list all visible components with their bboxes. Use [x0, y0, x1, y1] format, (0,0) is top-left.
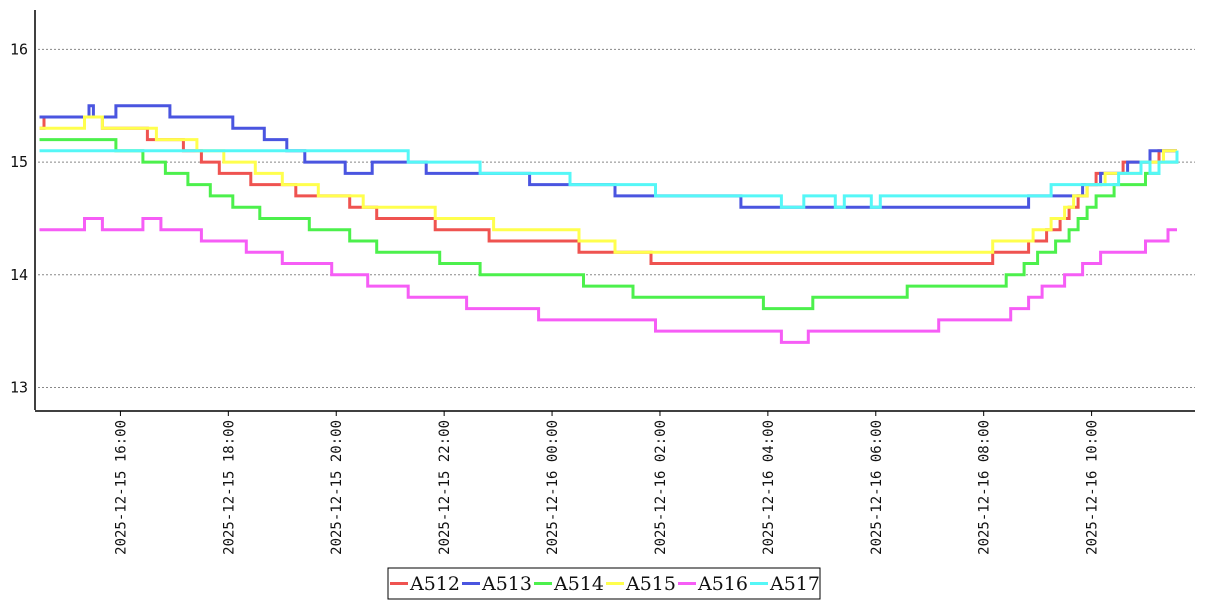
- grid-lines: [38, 48, 1195, 388]
- legend-label: A514: [553, 573, 604, 595]
- x-tick-label: 2025-12-15 20:00: [329, 420, 345, 555]
- x-tick-labels: 2025-12-15 16:00 2025-12-15 18:00 2025-12-…: [113, 420, 1100, 555]
- series-line-a516: [39, 217, 1177, 344]
- x-tick-label: 2025-12-16 08:00: [977, 420, 993, 555]
- x-tick-label: 2025-12-16 02:00: [653, 420, 669, 555]
- series-line-a515: [39, 115, 1177, 254]
- x-tick-label: 2025-12-16 06:00: [869, 420, 885, 555]
- legend-box: [387, 567, 821, 600]
- series-lines: [39, 104, 1179, 344]
- legend-label: A516: [697, 573, 748, 595]
- x-tick-label: 2025-12-16 10:00: [1085, 420, 1101, 555]
- legend-label: A517: [769, 573, 820, 595]
- x-tick-label: 2025-12-16 04:00: [761, 420, 777, 555]
- series-line-a514: [39, 138, 1179, 311]
- legend: A512 A513 A514 A515 A516 A517: [387, 567, 821, 600]
- legend-label: A512: [409, 573, 460, 595]
- y-tick-label: 16: [10, 40, 28, 58]
- y-tick-label: 14: [10, 266, 28, 284]
- legend-label: A513: [481, 573, 532, 595]
- y-tick-label: 13: [10, 378, 28, 396]
- y-tick-labels: 13 14 15 16: [10, 40, 28, 396]
- x-tick-label: 2025-12-15 16:00: [113, 420, 129, 555]
- x-tick-label: 2025-12-15 18:00: [221, 420, 237, 555]
- legend-label: A515: [625, 573, 676, 595]
- axes: [34, 10, 1195, 416]
- x-tick-label: 2025-12-16 00:00: [545, 420, 561, 555]
- series-line-a517: [39, 149, 1179, 209]
- y-tick-label: 15: [10, 153, 28, 171]
- x-tick-label: 2025-12-15 22:00: [437, 420, 453, 555]
